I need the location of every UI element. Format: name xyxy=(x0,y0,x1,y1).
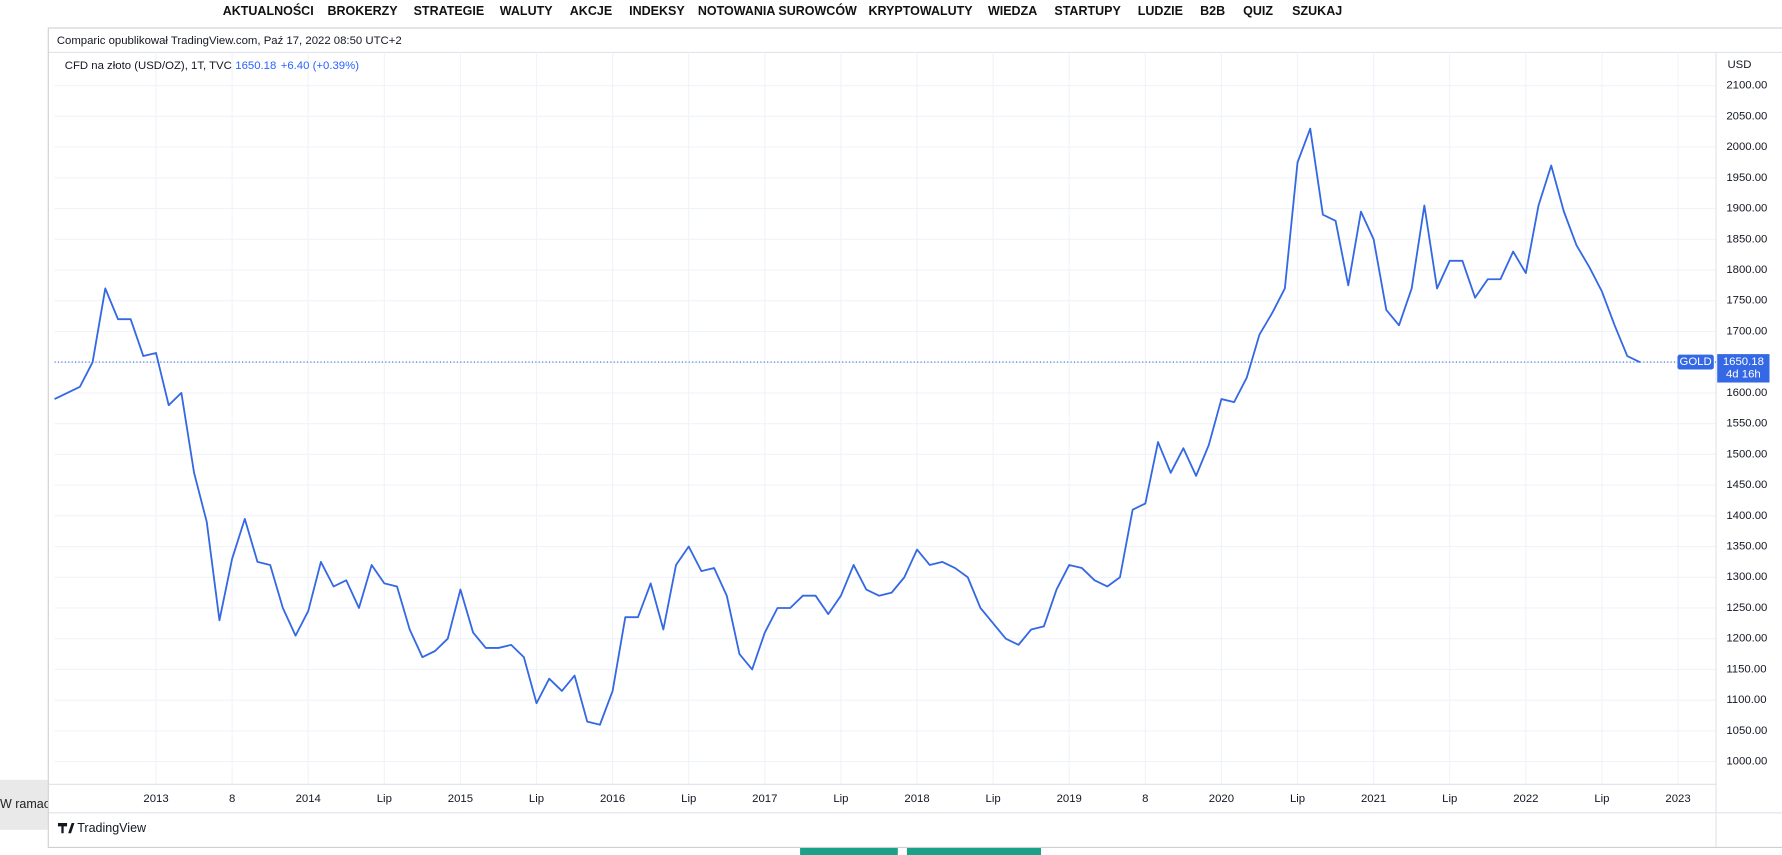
y-tick-label: 2050.00 xyxy=(1726,110,1767,122)
nav-bar: AKTUALNOŚCI BROKERZY STRATEGIE WALUTY AKCJE I… xyxy=(223,3,1343,18)
nav-item[interactable]: SZUKAJ xyxy=(1292,4,1342,18)
legend-price: 1650.18 xyxy=(235,60,276,72)
price-box xyxy=(1717,354,1770,383)
y-tick-label: 2000.00 xyxy=(1726,141,1767,153)
x-tick-label: 2015 xyxy=(448,793,473,805)
y-tick-label: 1300.00 xyxy=(1726,571,1767,583)
price-box-value: 1650.18 xyxy=(1723,356,1764,368)
nav-item[interactable]: AKTUALNOŚCI xyxy=(223,3,314,18)
y-tick-label: 1250.00 xyxy=(1726,602,1767,614)
x-tick-label: Lip xyxy=(1594,793,1609,805)
x-tick-label: Lip xyxy=(1290,793,1305,805)
nav-item[interactable]: STARTUPY xyxy=(1054,4,1121,18)
nav-item[interactable]: AKCJE xyxy=(570,4,612,18)
y-tick-label: 1350.00 xyxy=(1726,541,1767,553)
nav-item[interactable]: STRATEGIE xyxy=(414,4,485,18)
nav-item[interactable]: LUDZIE xyxy=(1138,4,1183,18)
x-tick-label: 2018 xyxy=(904,793,929,805)
legend-title: CFD na złoto (USD/OZ), 1T, TVC xyxy=(65,60,232,72)
y-tick-label: 1200.00 xyxy=(1726,633,1767,645)
x-tick-label: 2022 xyxy=(1513,793,1538,805)
y-unit: USD xyxy=(1727,59,1751,71)
nav-item[interactable]: B2B xyxy=(1200,4,1225,18)
consent-button[interactable] xyxy=(800,844,898,855)
x-tick-label: 2020 xyxy=(1209,793,1234,805)
y-tick-label: 1850.00 xyxy=(1726,233,1767,245)
x-tick-label: Lip xyxy=(986,793,1001,805)
side-text: W ramac xyxy=(0,797,50,811)
nav-item[interactable]: QUIZ xyxy=(1243,4,1273,18)
price-line xyxy=(54,127,1641,726)
y-tick-label: 2100.00 xyxy=(1726,80,1767,92)
x-tick-label: Lip xyxy=(1442,793,1457,805)
y-tick-label: 1800.00 xyxy=(1726,264,1767,276)
x-tick-label: Lip xyxy=(833,793,848,805)
x-tick-label: 2014 xyxy=(296,793,321,805)
x-tick-label: 8 xyxy=(229,793,235,805)
x-tick-label: 2013 xyxy=(143,793,168,805)
brand-logo: TradingView xyxy=(57,821,147,835)
y-tick-label: 1050.00 xyxy=(1726,725,1767,737)
nav-item[interactable]: NOTOWANIA SUROWCÓW xyxy=(698,3,857,18)
y-tick-label: 1700.00 xyxy=(1726,325,1767,337)
nav-item[interactable]: WIEDZA xyxy=(988,4,1037,18)
x-tick-label: 2021 xyxy=(1361,793,1386,805)
y-tick-label: 1950.00 xyxy=(1726,172,1767,184)
x-tick-label: 2019 xyxy=(1057,793,1082,805)
y-tick-label: 1500.00 xyxy=(1726,448,1767,460)
published-text: Comparic opublikował TradingView.com, Pa… xyxy=(57,35,402,47)
y-tick-label: 1000.00 xyxy=(1726,756,1767,768)
side-box xyxy=(0,779,48,830)
price-box-countdown: 4d 16h xyxy=(1726,369,1761,381)
x-tick-label: 2016 xyxy=(600,793,625,805)
y-tick-label: 1600.00 xyxy=(1726,387,1767,399)
y-tick-label: 1900.00 xyxy=(1726,203,1767,215)
y-tick-label: 1150.00 xyxy=(1726,663,1766,675)
x-tick-label: Lip xyxy=(529,793,544,805)
y-tick-label: 1100.00 xyxy=(1726,694,1766,706)
nav-item[interactable]: WALUTY xyxy=(500,4,553,18)
legend-change: +6.40 (+0.39%) xyxy=(281,60,360,72)
x-tick-label: 2023 xyxy=(1665,793,1690,805)
plot: 1000.00 1050.00 1100.00 1150.00 1200.00 1250.… xyxy=(48,52,1782,847)
nav-item[interactable]: BROKERZY xyxy=(327,4,398,18)
widget-frame xyxy=(47,27,1782,848)
x-tick-label: Lip xyxy=(377,793,392,805)
y-tick-label: 1750.00 xyxy=(1726,295,1767,307)
x-tick-label: Lip xyxy=(681,793,696,805)
brand-text: TradingView xyxy=(77,821,147,835)
nav-item[interactable]: INDEKSY xyxy=(629,4,685,18)
x-tick-label: 2017 xyxy=(752,793,777,805)
consent-button[interactable] xyxy=(906,844,1042,855)
symbol-tag-text: GOLD xyxy=(1680,356,1712,368)
nav-item[interactable]: KRYPTOWALUTY xyxy=(868,4,973,18)
y-tick-label: 1450.00 xyxy=(1726,479,1767,491)
symbol-tag xyxy=(1677,354,1714,370)
y-tick-label: 1550.00 xyxy=(1726,418,1767,430)
y-tick-label: 1400.00 xyxy=(1726,510,1767,522)
x-tick-label: 8 xyxy=(1142,793,1148,805)
